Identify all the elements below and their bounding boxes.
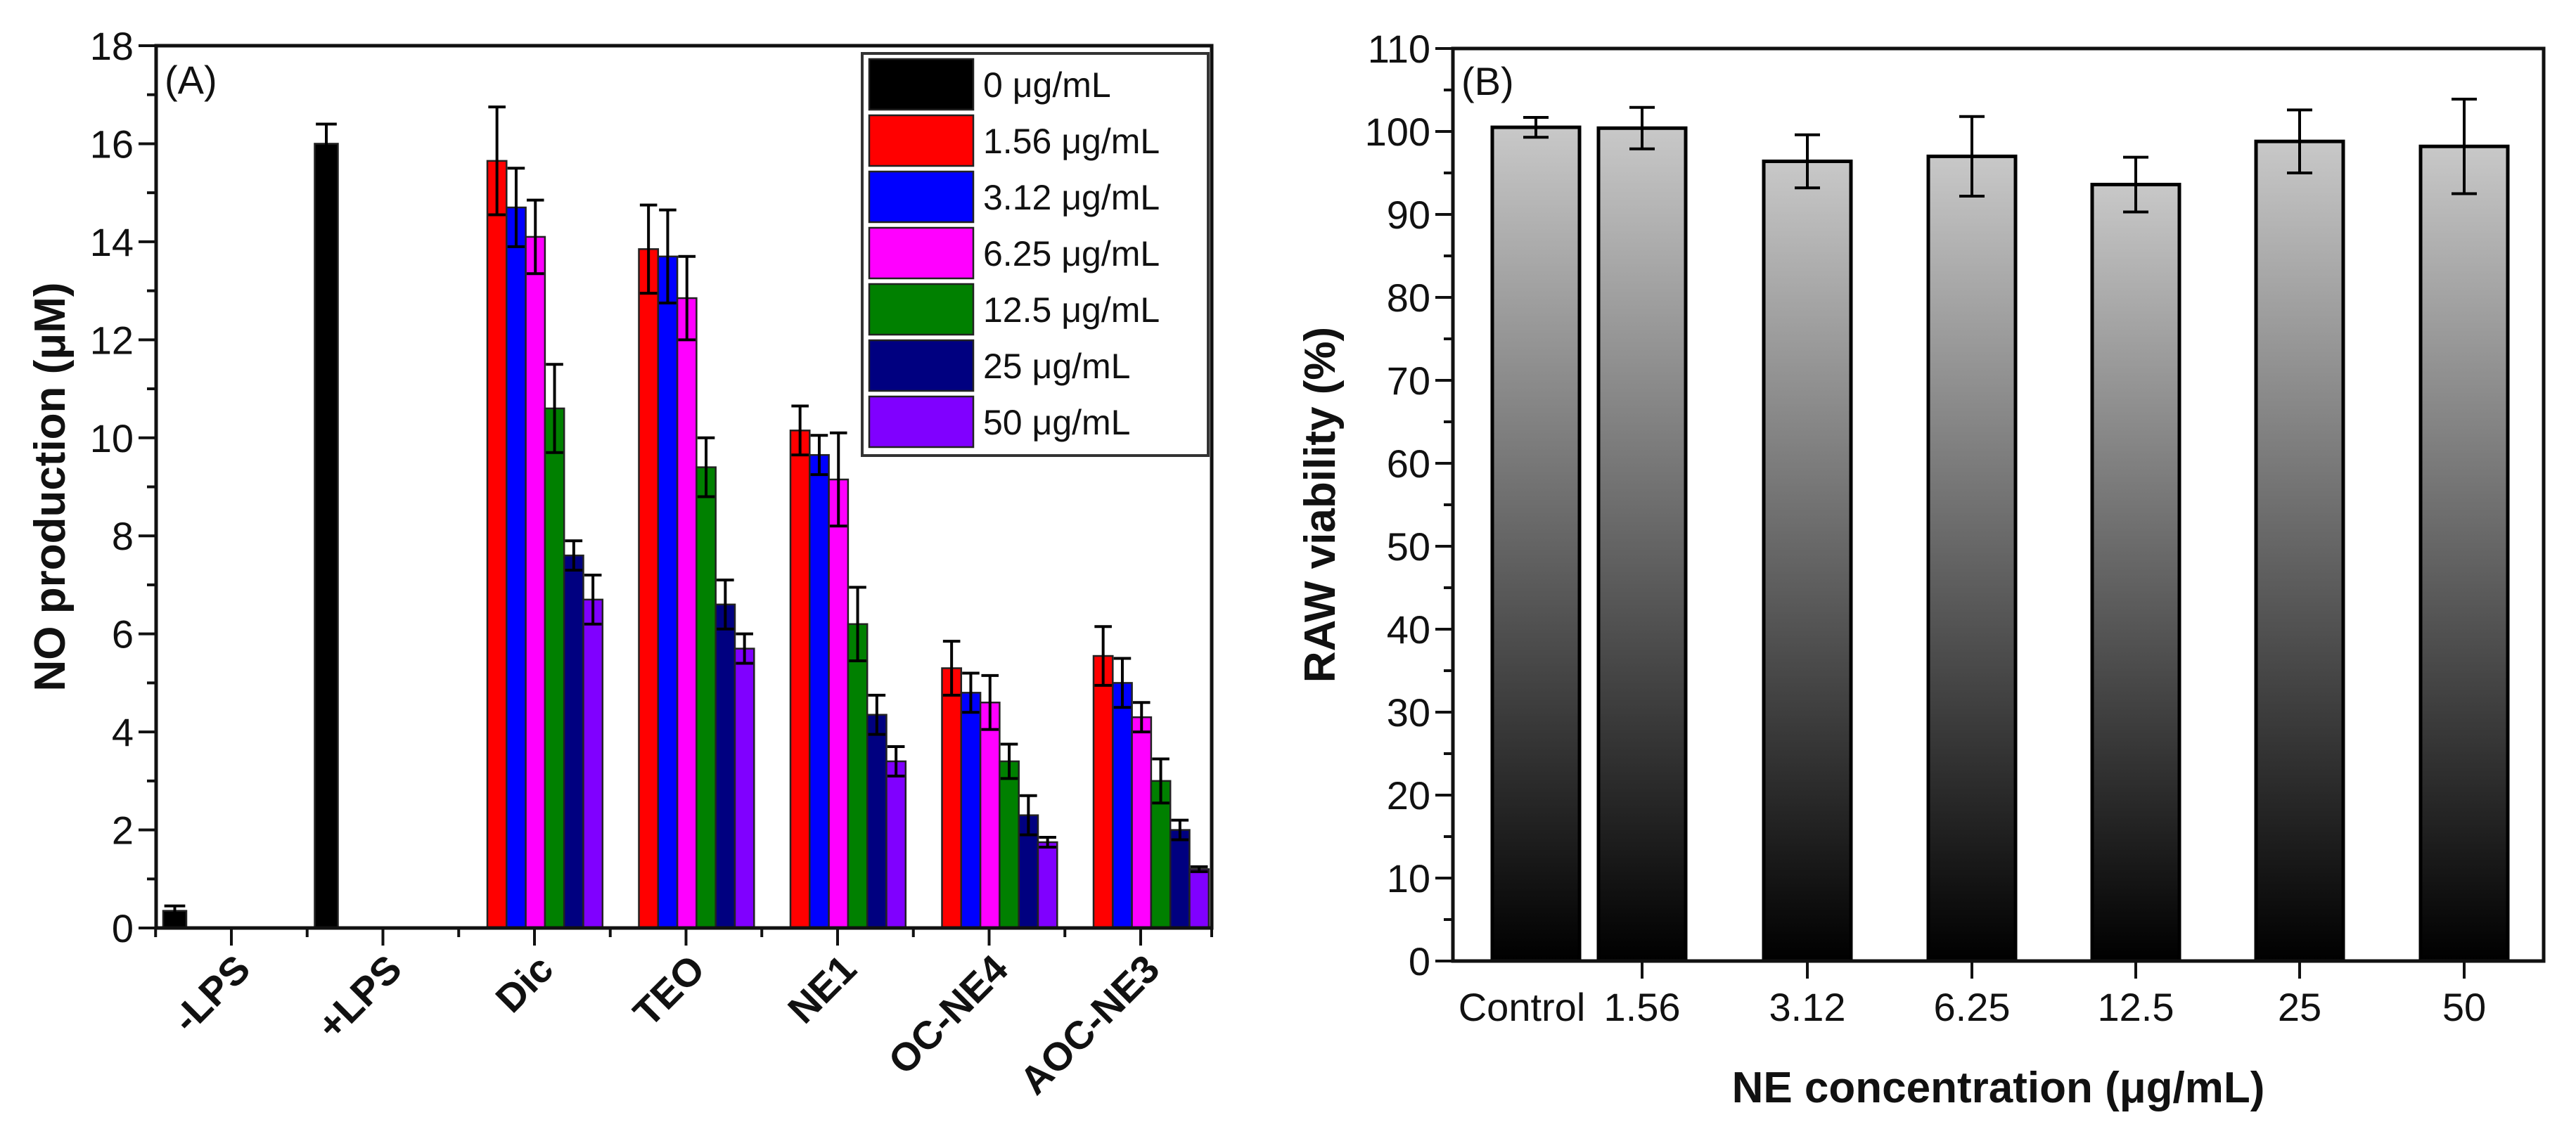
y-tick-label-b: 30 xyxy=(1387,690,1430,735)
bar-AOC-NE3-series-6 xyxy=(1188,868,1210,929)
bar-50 xyxy=(2418,144,2510,963)
category-label-NE1: NE1 xyxy=(779,946,865,1032)
y-axis-label-b: RAW viability (%) xyxy=(1296,327,1345,683)
y-tick-label-a: 12 xyxy=(90,318,134,362)
legend-label-2: 3.12 μg/mL xyxy=(983,178,1160,217)
category-label-TEO: TEO xyxy=(624,946,713,1035)
bar-AOC-NE3-series-2 xyxy=(1112,682,1133,929)
bar-OC-NE4-series-6 xyxy=(1037,841,1058,929)
y-tick-label-a: 16 xyxy=(90,122,134,166)
panel-label-a: (A) xyxy=(165,58,217,102)
bar-25 xyxy=(2254,139,2345,963)
legend-swatch-2 xyxy=(868,170,975,224)
y-tick-label-a: 6 xyxy=(112,612,134,657)
bar-OC-NE4-series-1 xyxy=(941,667,963,929)
panel-a-no-production-chart: 0 2 4 6 8 10 12 14 16 18 -LPS +LPS Dic TEO NE1 OC-NE4AO… xyxy=(26,24,1214,1103)
bar-Dic-series-1 xyxy=(486,160,508,929)
legend-label-0: 0 μg/mL xyxy=(983,65,1111,105)
bar-TEO-series-5 xyxy=(715,603,736,929)
legend-label-6: 50 μg/mL xyxy=(983,403,1130,442)
legend-swatch-1 xyxy=(868,114,975,167)
legend-label-1: 1.56 μg/mL xyxy=(983,122,1160,161)
panel-label-b: (B) xyxy=(1461,59,1514,103)
y-tick-label-a: 4 xyxy=(112,710,134,754)
category-label-Dic: Dic xyxy=(487,946,561,1021)
category-label-6.25: 6.25 xyxy=(1934,985,2011,1029)
bar-OC-NE4-series-3 xyxy=(979,702,1001,929)
category-label-OC-NE4: OC-NE4 xyxy=(880,946,1016,1083)
bar-NE1-series-1 xyxy=(789,430,811,929)
legend-label-4: 12.5 μg/mL xyxy=(983,290,1160,330)
bar-Dic-series-4 xyxy=(544,407,565,929)
bar-NE1-series-6 xyxy=(885,760,907,929)
bar-Dic-series-5 xyxy=(563,554,584,929)
bar-TEO-series-4 xyxy=(696,466,717,929)
bar-AOC-NE3-series-1 xyxy=(1092,655,1114,929)
y-tick-label-a: 10 xyxy=(90,416,134,460)
y-tick-label-b: 20 xyxy=(1387,773,1430,818)
bar-+LPS-series-0 xyxy=(314,143,339,929)
x-axis-label-b: NE concentration (μg/mL) xyxy=(1732,1064,2265,1112)
y-tick-label-b: 90 xyxy=(1387,193,1430,237)
category-label-1.56: 1.56 xyxy=(1604,985,1681,1029)
bar-NE1-series-2 xyxy=(809,453,830,929)
bar-NE1-series-4 xyxy=(847,623,869,929)
y-tick-label-b: 80 xyxy=(1387,276,1430,320)
y-tick-label-a: 18 xyxy=(90,24,134,68)
bar-NE1-series-5 xyxy=(866,714,887,929)
y-tick-label-a: 8 xyxy=(112,514,134,558)
category-label-3.12: 3.12 xyxy=(1769,985,1846,1029)
y-tick-label-a: 0 xyxy=(112,906,134,950)
panel-b-viability-chart: 0 10 20 30 40 50 60 70 80 90 100 110 Control 1.56 3.12… xyxy=(1296,27,2546,1112)
category-label-25: 25 xyxy=(2278,985,2321,1029)
bar-1.56 xyxy=(1596,126,1688,963)
bar-Dic-series-2 xyxy=(506,206,527,929)
legend-swatch-6 xyxy=(868,395,975,449)
y-tick-label-b: 50 xyxy=(1387,524,1430,569)
y-tick-label-b: 110 xyxy=(1368,27,1430,71)
bar-TEO-series-1 xyxy=(638,248,660,929)
bar-TEO-series-2 xyxy=(657,255,679,929)
bar-NE1-series-3 xyxy=(828,478,850,929)
y-tick-label-b: 40 xyxy=(1387,607,1430,652)
y-tick-label-b: 10 xyxy=(1387,856,1430,901)
legend-swatch-5 xyxy=(868,339,975,392)
bar-OC-NE4-series-2 xyxy=(960,692,982,929)
category-label-Control: Control xyxy=(1459,985,1586,1029)
bar-TEO-series-6 xyxy=(733,647,755,929)
bar-TEO-series-3 xyxy=(676,297,698,929)
y-tick-label-b: 100 xyxy=(1365,110,1430,154)
bar-Control xyxy=(1490,125,1582,963)
legend-swatch-4 xyxy=(868,283,975,336)
bar-6.25 xyxy=(1926,154,2018,963)
y-tick-label-a: 14 xyxy=(90,220,134,264)
y-tick-label-a: 2 xyxy=(112,808,134,853)
bar-Dic-series-3 xyxy=(525,236,546,929)
legend-swatch-0 xyxy=(868,58,975,111)
category-label--LPS: -LPS xyxy=(164,946,259,1041)
legend: 0 μg/mL 1.56 μg/mL 3.12 μg/mL 6.25 μg/mL 12.… xyxy=(861,52,1210,457)
category-label-AOC-NE3: AOC-NE3 xyxy=(1011,946,1168,1103)
bar-3.12 xyxy=(1762,159,1853,963)
bar-12.5 xyxy=(2090,183,2181,963)
legend-label-3: 6.25 μg/mL xyxy=(983,234,1160,273)
bar-AOC-NE3-series-5 xyxy=(1169,829,1191,929)
y-axis-label-a: NO production (μM) xyxy=(26,282,75,691)
category-label-12.5: 12.5 xyxy=(2098,985,2174,1029)
y-tick-label-b: 60 xyxy=(1387,441,1430,486)
y-tick-label-b: 0 xyxy=(1409,939,1430,984)
legend-swatch-3 xyxy=(868,226,975,280)
category-label-+LPS: +LPS xyxy=(308,946,410,1048)
bar-Dic-series-6 xyxy=(582,598,604,929)
bar-OC-NE4-series-4 xyxy=(999,760,1020,929)
category-label-50: 50 xyxy=(2442,985,2486,1029)
legend-label-5: 25 μg/mL xyxy=(983,347,1130,386)
y-tick-label-b: 70 xyxy=(1387,359,1430,403)
bar-AOC-NE3-series-3 xyxy=(1131,716,1153,929)
